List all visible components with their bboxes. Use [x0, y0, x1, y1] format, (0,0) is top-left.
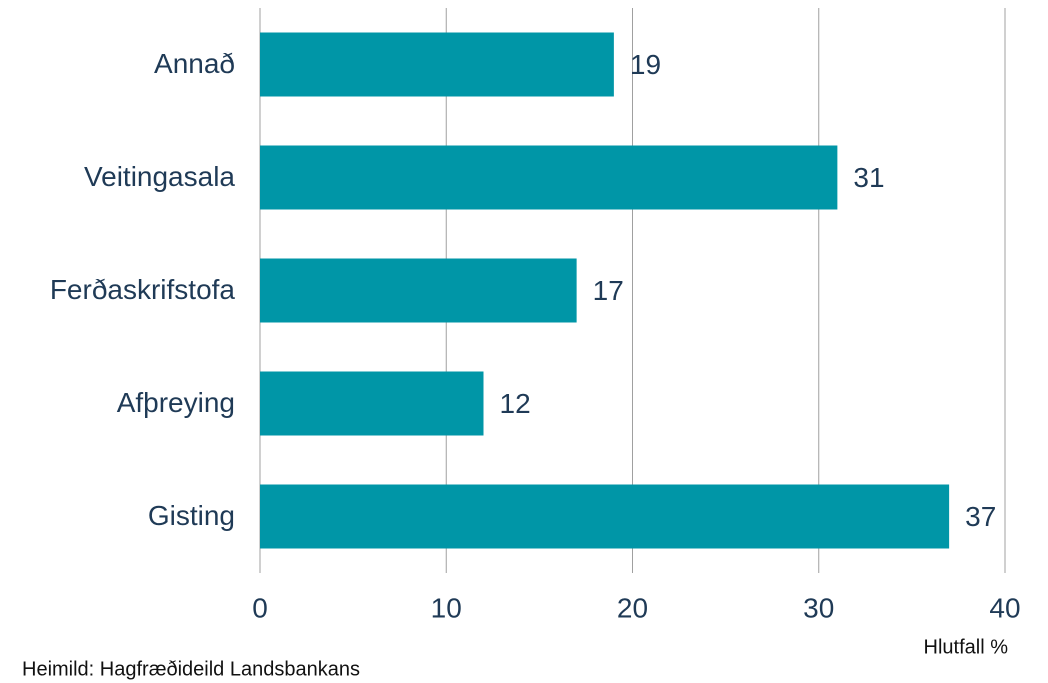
x-tick-label: 40 — [989, 592, 1020, 623]
y-tick-label: Veitingasala — [84, 161, 235, 192]
y-tick-label: Afþreying — [117, 387, 235, 418]
x-tick-label: 20 — [617, 592, 648, 623]
data-label: 17 — [593, 275, 624, 306]
x-axis-label: Hlutfall % — [924, 636, 1009, 658]
data-label: 19 — [630, 49, 661, 80]
source-note: Heimild: Hagfræðideild Landsbankans — [22, 658, 360, 680]
bar — [260, 32, 614, 97]
y-tick-label: Gisting — [148, 500, 235, 531]
bar — [260, 371, 484, 436]
x-tick-label: 0 — [252, 592, 268, 623]
x-tick-label: 30 — [803, 592, 834, 623]
bar — [260, 484, 950, 549]
data-label: 12 — [500, 388, 531, 419]
y-tick-label: Annað — [154, 48, 235, 79]
x-tick-label: 10 — [431, 592, 462, 623]
bar — [260, 145, 838, 210]
data-label: 37 — [965, 501, 996, 532]
data-label: 31 — [853, 162, 884, 193]
bar — [260, 258, 577, 323]
y-tick-label: Ferðaskrifstofa — [50, 274, 236, 305]
